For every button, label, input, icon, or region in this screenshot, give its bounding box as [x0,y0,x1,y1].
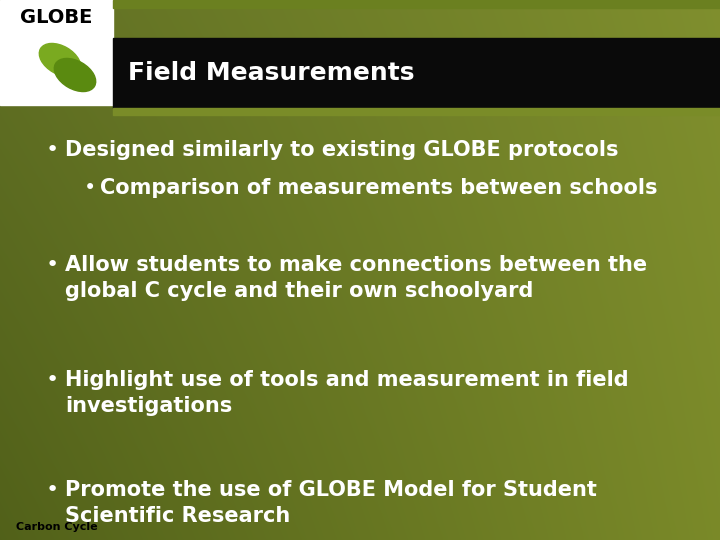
Text: Highlight use of tools and measurement in field
investigations: Highlight use of tools and measurement i… [65,370,629,416]
Text: Field Measurements: Field Measurements [128,61,415,85]
Text: Promote the use of GLOBE Model for Student
Scientific Research: Promote the use of GLOBE Model for Stude… [65,480,597,526]
Text: •: • [45,480,58,500]
Ellipse shape [40,43,81,77]
Bar [113,38,720,108]
Text: Carbon Cycle: Carbon Cycle [16,522,97,532]
Text: •: • [84,178,96,198]
Text: Comparison of measurements between schools: Comparison of measurements between schoo… [100,178,657,198]
Text: •: • [45,255,58,275]
Text: •: • [45,370,58,390]
Ellipse shape [54,58,96,92]
Bar [0,0,113,105]
Text: GLOBE: GLOBE [20,8,93,27]
Bar [113,108,720,115]
Bar [113,0,720,8]
Text: Designed similarly to existing GLOBE protocols: Designed similarly to existing GLOBE pro… [65,140,618,160]
Text: •: • [45,140,58,160]
Text: Allow students to make connections between the
global C cycle and their own scho: Allow students to make connections betwe… [65,255,647,301]
